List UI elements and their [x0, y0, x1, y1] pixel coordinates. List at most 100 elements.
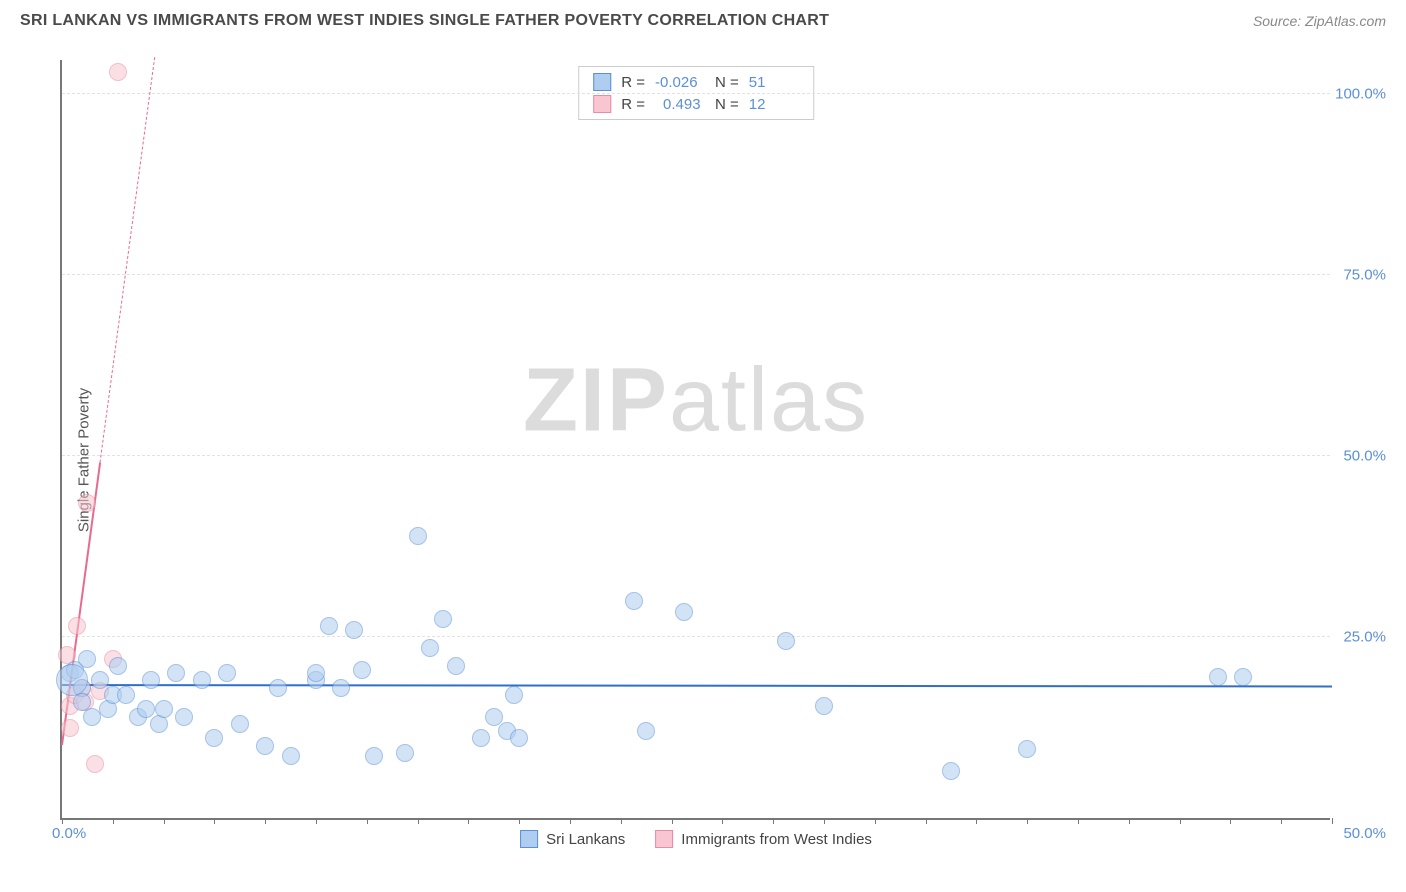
- data-point-west_indies: [68, 617, 86, 635]
- data-point-sri_lankans: [345, 621, 363, 639]
- data-point-sri_lankans: [409, 527, 427, 545]
- r-label: R =: [621, 74, 645, 91]
- data-point-sri_lankans: [353, 661, 371, 679]
- data-point-sri_lankans: [332, 679, 350, 697]
- x-tick: [418, 818, 419, 824]
- plot-area: ZIPatlas R = -0.026 N = 51 R = 0.493 N =…: [60, 60, 1330, 820]
- chart-container: Single Father Poverty ZIPatlas R = -0.02…: [50, 60, 1386, 860]
- x-tick: [367, 818, 368, 824]
- data-point-sri_lankans: [282, 747, 300, 765]
- n-value-west-indies: 12: [749, 96, 799, 113]
- data-point-sri_lankans: [637, 722, 655, 740]
- data-point-sri_lankans: [365, 747, 383, 765]
- r-value-sri-lankans: -0.026: [655, 74, 705, 91]
- trendline: [100, 57, 156, 462]
- data-point-sri_lankans: [117, 686, 135, 704]
- legend-item-sri-lankans: Sri Lankans: [520, 830, 625, 848]
- x-tick: [1281, 818, 1282, 824]
- data-point-west_indies: [61, 719, 79, 737]
- legend-label-sri-lankans: Sri Lankans: [546, 831, 625, 848]
- data-point-sri_lankans: [510, 729, 528, 747]
- data-point-sri_lankans: [205, 729, 223, 747]
- n-label: N =: [715, 96, 739, 113]
- data-point-west_indies: [109, 63, 127, 81]
- stats-row-west-indies: R = 0.493 N = 12: [579, 93, 813, 115]
- x-tick: [519, 818, 520, 824]
- data-point-sri_lankans: [434, 610, 452, 628]
- r-label: R =: [621, 96, 645, 113]
- x-tick: [164, 818, 165, 824]
- x-tick: [62, 818, 63, 824]
- data-point-sri_lankans: [269, 679, 287, 697]
- data-point-sri_lankans: [815, 697, 833, 715]
- x-axis-max-label: 50.0%: [1343, 825, 1386, 842]
- x-tick: [672, 818, 673, 824]
- data-point-sri_lankans: [56, 664, 88, 696]
- x-tick: [875, 818, 876, 824]
- data-point-sri_lankans: [1234, 668, 1252, 686]
- watermark-light: atlas: [669, 351, 869, 451]
- data-point-sri_lankans: [942, 762, 960, 780]
- data-point-sri_lankans: [625, 592, 643, 610]
- x-tick: [773, 818, 774, 824]
- data-point-sri_lankans: [472, 729, 490, 747]
- data-point-west_indies: [86, 755, 104, 773]
- x-axis-origin-label: 0.0%: [52, 825, 86, 842]
- data-point-sri_lankans: [421, 639, 439, 657]
- chart-title: SRI LANKAN VS IMMIGRANTS FROM WEST INDIE…: [20, 12, 829, 30]
- data-point-sri_lankans: [1209, 668, 1227, 686]
- swatch-sri-lankans: [593, 73, 611, 91]
- y-tick-label: 75.0%: [1343, 267, 1386, 284]
- data-point-west_indies: [78, 494, 96, 512]
- data-point-sri_lankans: [307, 664, 325, 682]
- swatch-west-indies: [593, 95, 611, 113]
- data-point-sri_lankans: [218, 664, 236, 682]
- data-point-sri_lankans: [175, 708, 193, 726]
- x-tick: [1180, 818, 1181, 824]
- x-tick: [1332, 818, 1333, 824]
- data-point-sri_lankans: [78, 650, 96, 668]
- stats-row-sri-lankans: R = -0.026 N = 51: [579, 71, 813, 93]
- watermark-bold: ZIP: [523, 351, 669, 451]
- data-point-sri_lankans: [155, 700, 173, 718]
- data-point-sri_lankans: [193, 671, 211, 689]
- series-legend: Sri Lankans Immigrants from West Indies: [520, 830, 872, 848]
- data-point-sri_lankans: [1018, 740, 1036, 758]
- data-point-sri_lankans: [142, 671, 160, 689]
- data-point-sri_lankans: [109, 657, 127, 675]
- x-tick: [1078, 818, 1079, 824]
- x-tick: [1027, 818, 1028, 824]
- x-tick: [976, 818, 977, 824]
- data-point-sri_lankans: [256, 737, 274, 755]
- r-value-west-indies: 0.493: [655, 96, 705, 113]
- data-point-sri_lankans: [777, 632, 795, 650]
- y-tick-label: 25.0%: [1343, 629, 1386, 646]
- gridline-h: [62, 93, 1330, 94]
- x-tick: [621, 818, 622, 824]
- gridline-h: [62, 274, 1330, 275]
- data-point-sri_lankans: [396, 744, 414, 762]
- x-tick: [722, 818, 723, 824]
- x-tick: [265, 818, 266, 824]
- x-tick: [1230, 818, 1231, 824]
- data-point-sri_lankans: [231, 715, 249, 733]
- x-tick: [926, 818, 927, 824]
- y-tick-label: 100.0%: [1335, 86, 1386, 103]
- n-label: N =: [715, 74, 739, 91]
- x-tick: [214, 818, 215, 824]
- x-tick: [316, 818, 317, 824]
- source-attribution: Source: ZipAtlas.com: [1253, 13, 1386, 29]
- trendline: [62, 684, 1332, 687]
- legend-item-west-indies: Immigrants from West Indies: [655, 830, 872, 848]
- legend-label-west-indies: Immigrants from West Indies: [681, 831, 872, 848]
- x-tick: [570, 818, 571, 824]
- data-point-sri_lankans: [167, 664, 185, 682]
- data-point-sri_lankans: [505, 686, 523, 704]
- n-value-sri-lankans: 51: [749, 74, 799, 91]
- gridline-h: [62, 636, 1330, 637]
- data-point-sri_lankans: [447, 657, 465, 675]
- x-tick: [1129, 818, 1130, 824]
- watermark: ZIPatlas: [523, 350, 869, 453]
- x-tick: [468, 818, 469, 824]
- data-point-sri_lankans: [675, 603, 693, 621]
